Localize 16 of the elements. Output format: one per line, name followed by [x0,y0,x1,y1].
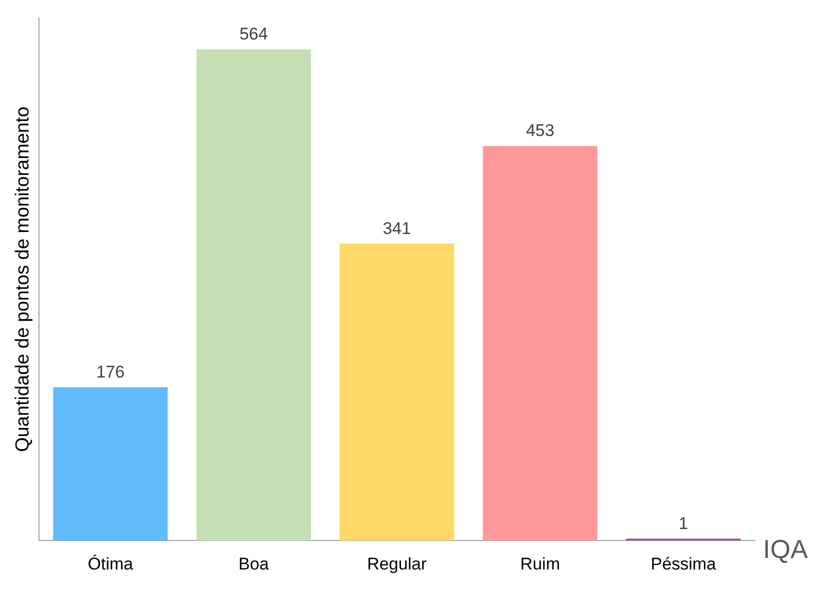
data-label: 176 [96,362,125,382]
data-label: 341 [382,218,412,238]
x-tick-label: Péssima [650,554,717,574]
bar [53,387,168,541]
bar [196,49,311,541]
y-axis-title: Quantidade de pontos de monitoramento [12,106,34,452]
bar [482,146,598,541]
bar [340,244,454,541]
x-tick-label: Ótima [88,554,134,574]
data-label: 1 [678,514,688,533]
data-label: 564 [239,24,268,44]
x-axis-title: IQA [763,534,808,564]
data-label: 453 [526,121,554,140]
x-tick-label: Boa [238,554,270,574]
x-tick-label: Regular [367,554,427,574]
x-tick-label: Ruim [520,554,560,574]
